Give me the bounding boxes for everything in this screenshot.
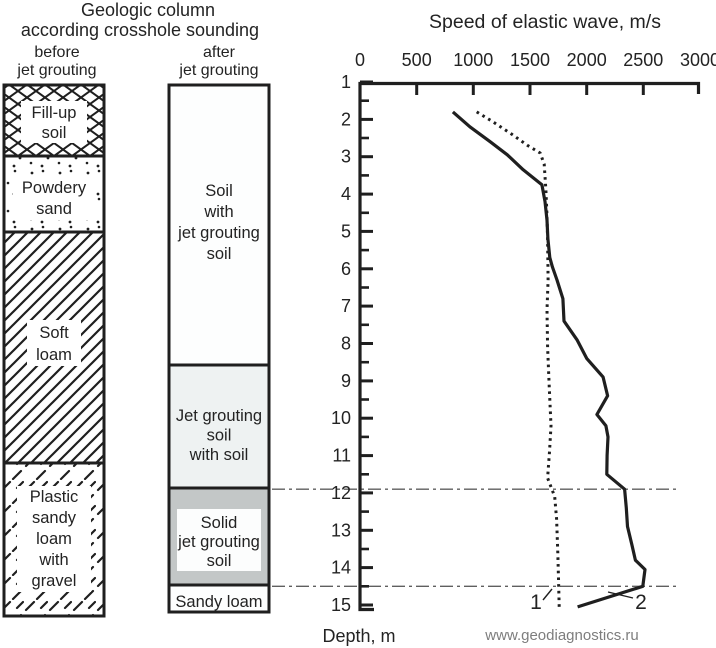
depth-tick-label-5: 5 bbox=[341, 221, 351, 241]
after-column: Soil with jet grouting soil Jet grouting soi… bbox=[167, 83, 271, 614]
series1-pointer-line bbox=[542, 588, 553, 601]
before-column-caption-line2: jet grouting bbox=[16, 62, 96, 79]
layer-jet-grouting-with-soil bbox=[167, 363, 271, 490]
x-tick-label-3000: 3000 bbox=[680, 50, 716, 70]
depth-tick-label-4: 4 bbox=[341, 184, 351, 204]
label-sandy-loam: Sandy loam bbox=[175, 593, 262, 611]
label-fill-up-soil: Fill-up soil bbox=[32, 104, 77, 142]
label-powdery-sand: Powdery sand bbox=[22, 179, 87, 218]
x-tick-label-2000: 2000 bbox=[567, 50, 607, 70]
before-column-caption-line1: before bbox=[34, 44, 79, 61]
x-tick-labels: 0 500 1000 1500 2000 2500 3000 bbox=[355, 50, 716, 70]
watermark: www.geodiagnostics.ru bbox=[484, 627, 638, 644]
x-tick-label-1500: 1500 bbox=[510, 50, 550, 70]
depth-tick-label-13: 13 bbox=[331, 520, 351, 540]
after-column-caption-line1: after bbox=[203, 44, 236, 61]
layer-soil-with-jet-grouting bbox=[167, 83, 271, 367]
label-bg-powdery-sand bbox=[13, 175, 95, 220]
depth-tick-label-12: 12 bbox=[331, 483, 351, 503]
depth-tick-label-15: 15 bbox=[331, 595, 351, 615]
before-column: Fill-up soil Powdery sand Soft loam Plastic… bbox=[2, 83, 106, 618]
label-plastic-sandy-loam: Plastic sandy loam with gravel bbox=[30, 488, 79, 590]
series-2-line bbox=[451, 110, 647, 609]
label-bg-plastic-sandy-loam bbox=[17, 486, 91, 592]
depth-tick-label-8: 8 bbox=[341, 334, 351, 354]
depth-tick-label-9: 9 bbox=[341, 371, 351, 391]
x-ticks bbox=[415, 83, 645, 95]
depth-tick-label-6: 6 bbox=[341, 259, 351, 279]
series-lines bbox=[451, 110, 647, 609]
label-solid-jet-grouting: Solid jet grouting soil bbox=[177, 514, 260, 570]
series-1-line bbox=[475, 110, 561, 607]
label-jet-grouting-with-soil: Jet grouting soil with soil bbox=[176, 407, 262, 464]
depth-tick-label-7: 7 bbox=[341, 296, 351, 316]
chart-title: Speed of elastic wave, m/s bbox=[429, 11, 661, 33]
label-bg-fill-up-soil bbox=[21, 101, 87, 143]
x-tick-label-1000: 1000 bbox=[453, 50, 493, 70]
wave-speed-chart: Speed of elastic wave, m/s 0 500 1000 1500 2… bbox=[272, 11, 716, 646]
depth-tick-label-3: 3 bbox=[341, 147, 351, 167]
after-column-caption-line2: jet grouting bbox=[178, 62, 258, 79]
columns-title-line1: Geologic column bbox=[81, 0, 215, 20]
label-soft-loam: Soft loam bbox=[36, 324, 72, 364]
depth-tick-label-1: 1 bbox=[341, 72, 351, 92]
depth-tick-label-10: 10 bbox=[331, 408, 351, 428]
layer-sandy-loam bbox=[167, 583, 271, 614]
depth-axis-label: Depth, m bbox=[322, 626, 395, 646]
series2-label: 2 bbox=[635, 591, 647, 614]
x-tick-label-500: 500 bbox=[402, 50, 432, 70]
x-tick-label-0: 0 bbox=[355, 50, 365, 70]
columns-title-line2: according crosshole sounding bbox=[21, 20, 259, 40]
series2-pointer-line bbox=[607, 591, 634, 599]
label-soil-with-jet-grouting: Soil with jet grouting soil bbox=[177, 182, 260, 263]
label-bg-solid-jet-grouting bbox=[177, 509, 261, 571]
axis-frame bbox=[358, 81, 701, 612]
label-bg-soft-loam bbox=[27, 320, 81, 366]
x-tick-label-2500: 2500 bbox=[623, 50, 663, 70]
depth-ticks bbox=[360, 80, 373, 607]
depth-tick-label-14: 14 bbox=[331, 558, 351, 578]
reference-lines bbox=[272, 488, 678, 587]
depth-tick-label-11: 11 bbox=[332, 446, 351, 466]
series1-label: 1 bbox=[530, 591, 542, 614]
depth-tick-label-2: 2 bbox=[341, 109, 351, 129]
